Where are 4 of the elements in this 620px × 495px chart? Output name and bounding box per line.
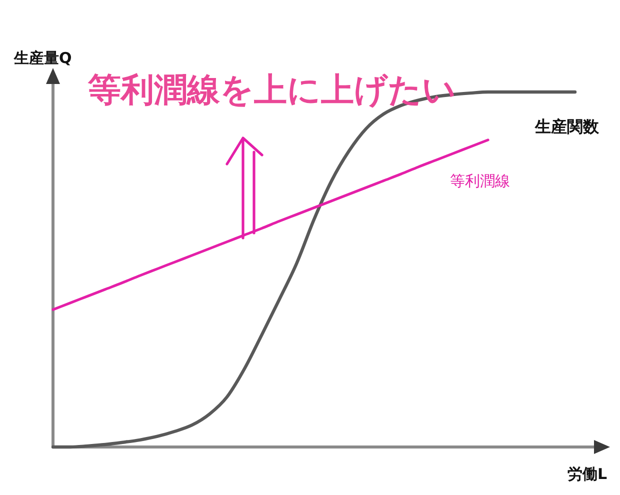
x-axis-title: 労働L	[567, 465, 608, 483]
y-axis-title: 生産量Q	[13, 49, 72, 67]
series-label: 生産関数	[534, 117, 600, 136]
series-label: 等利潤線	[450, 172, 510, 190]
